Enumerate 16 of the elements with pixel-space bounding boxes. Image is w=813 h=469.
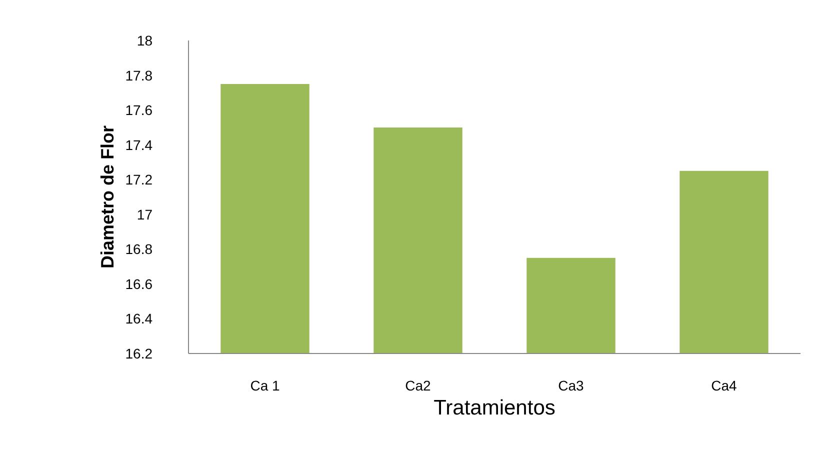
x-axis-title: Tratamientos (434, 396, 556, 420)
y-tick-label: 17.4 (125, 136, 153, 153)
y-tick-label: 16.8 (125, 241, 153, 258)
y-tick-label: 16.4 (125, 310, 153, 327)
y-tick-label: 17.8 (125, 67, 153, 84)
x-tick-label: Ca3 (558, 378, 584, 394)
y-tick-label: 17.6 (125, 102, 153, 118)
y-tick-label: 18 (136, 32, 153, 48)
y-tick-label: 17 (136, 206, 153, 222)
x-tick-label: Ca4 (711, 378, 738, 394)
y-tick-label: 16.2 (125, 346, 153, 362)
x-tick-label: Ca 1 (250, 378, 280, 394)
y-axis-title: Diametro de Flor (97, 125, 118, 269)
y-tick-label: 17.2 (125, 172, 153, 188)
y-tick-label: 16.6 (125, 276, 153, 292)
x-tick-label: Ca2 (405, 378, 432, 394)
